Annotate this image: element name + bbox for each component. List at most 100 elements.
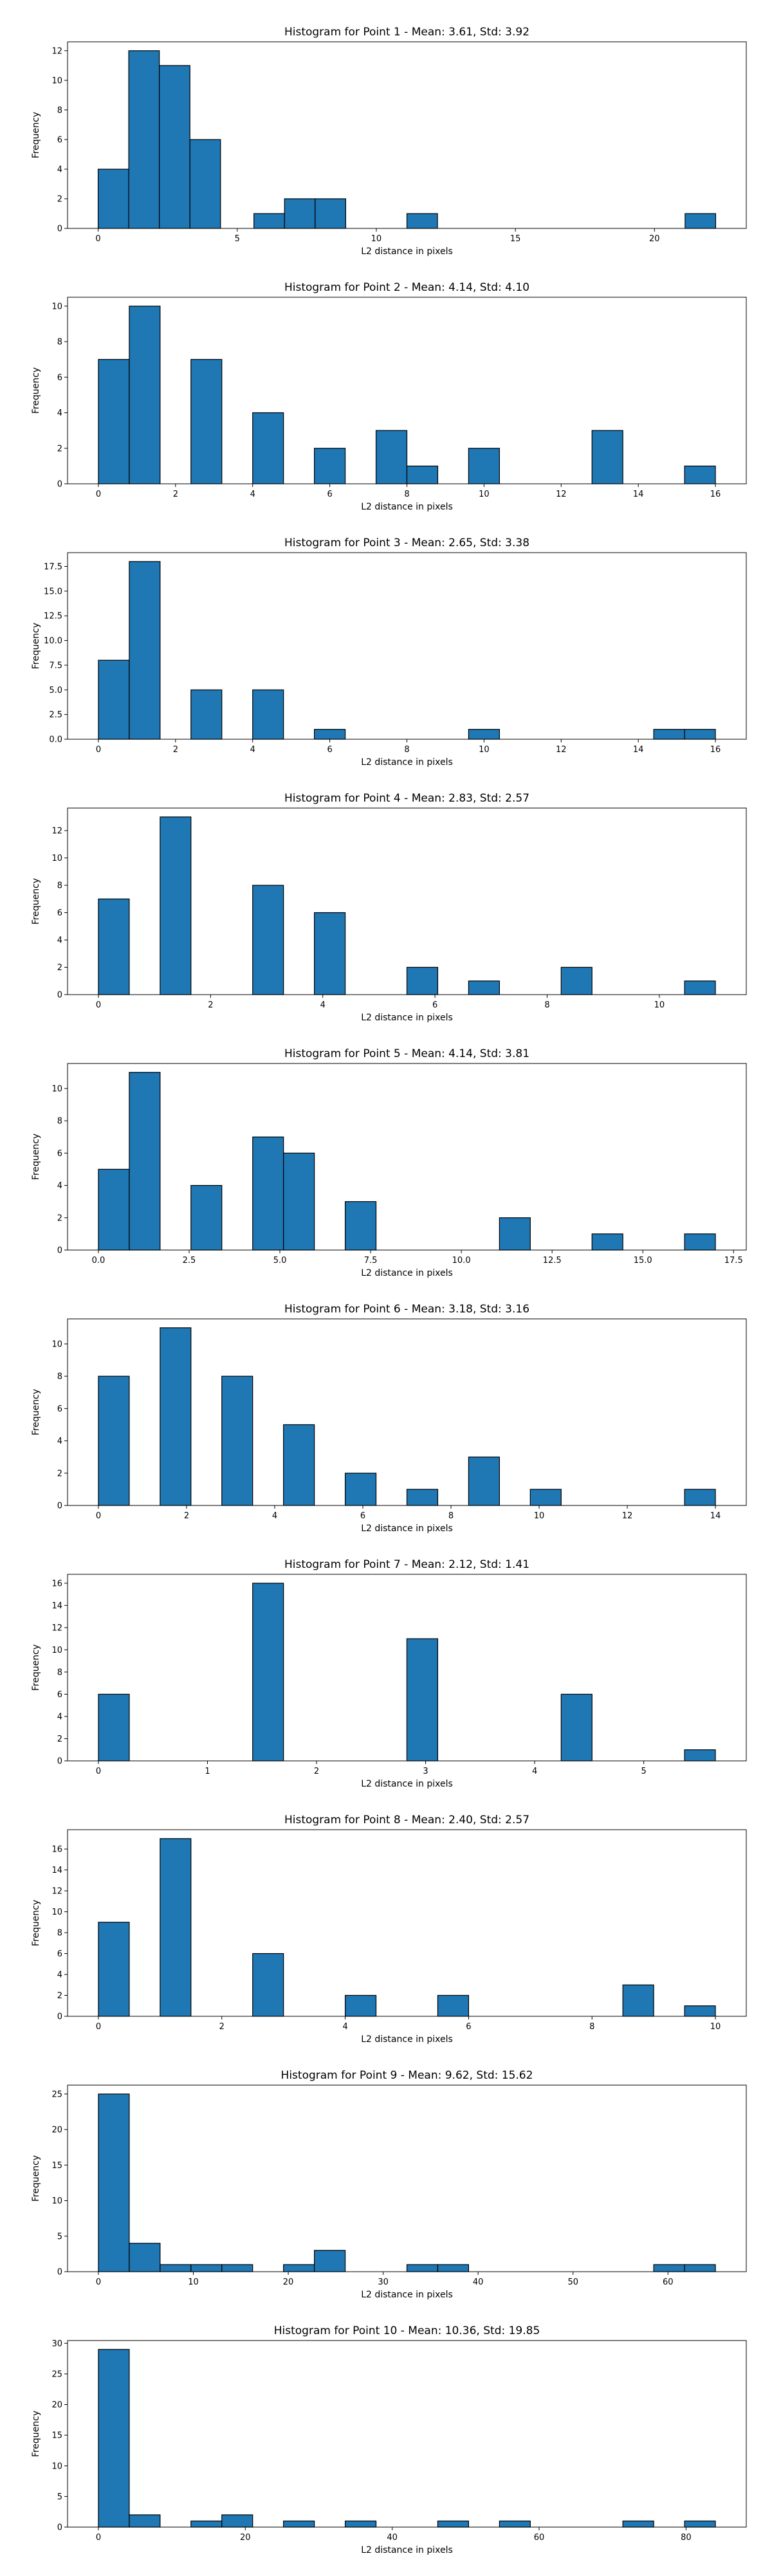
- plot-frame: [67, 1829, 747, 2017]
- y-tick-label: 2: [57, 1469, 62, 1478]
- x-axis-label: L2 distance in pixels: [361, 2545, 453, 2555]
- y-tick-label: 10: [51, 2196, 62, 2206]
- y-tick-label: 20: [51, 2400, 62, 2410]
- x-tick-label: 5: [235, 234, 240, 244]
- histogram-bar: [98, 1922, 130, 2017]
- x-tick-label: 2: [173, 745, 178, 755]
- y-tick-label: 14: [51, 1866, 62, 1875]
- x-axis-label: L2 distance in pixels: [361, 2290, 453, 2300]
- y-tick-label: 20: [51, 2126, 62, 2135]
- histogram-bar: [684, 1489, 716, 1506]
- x-tick-label: 4: [250, 490, 255, 499]
- x-tick-label: 6: [432, 1000, 437, 1010]
- histogram-bar: [160, 2264, 192, 2272]
- histogram-bar: [684, 980, 716, 995]
- x-tick-label: 2: [314, 1767, 319, 1776]
- y-axis-label: Frequency: [31, 2411, 41, 2457]
- y-tick-label: 0: [57, 2012, 62, 2022]
- x-axis-label: L2 distance in pixels: [361, 246, 453, 257]
- plot-frame: [67, 41, 747, 229]
- y-tick-label: 10: [51, 1646, 62, 1655]
- histogram-bar: [190, 1184, 223, 1251]
- histogram-bar: [221, 2264, 253, 2272]
- chart-title: Histogram for Point 6 - Mean: 3.18, Std:…: [284, 1303, 529, 1316]
- chart-panel-1: Histogram for Point 1 - Mean: 3.61, Std:…: [31, 26, 747, 257]
- histogram-bar: [344, 1201, 377, 1251]
- x-tick-label: 0: [96, 745, 101, 755]
- histogram-bar: [221, 2514, 253, 2528]
- y-axis-label: Frequency: [31, 1644, 41, 1691]
- x-tick-label: 8: [544, 1000, 549, 1010]
- histogram-bar: [98, 2093, 130, 2272]
- x-tick-label: 17.5: [724, 1256, 743, 1265]
- x-tick-label: 60: [663, 2277, 674, 2287]
- histogram-bar: [406, 465, 439, 484]
- y-tick-label: 12.5: [44, 612, 62, 621]
- histogram-bar: [98, 1375, 130, 1506]
- y-tick-label: 15: [51, 2161, 62, 2171]
- histogram-bar: [129, 2243, 161, 2272]
- histogram-bar: [684, 2264, 716, 2272]
- histogram-bar: [622, 1984, 654, 2017]
- y-tick-label: 6: [57, 1690, 62, 1700]
- y-tick-label: 5: [57, 2492, 62, 2502]
- y-tick-label: 0: [57, 480, 62, 490]
- y-tick-label: 2: [57, 1991, 62, 2001]
- histogram-bar: [314, 729, 346, 740]
- y-tick-label: 2.5: [49, 710, 62, 720]
- x-tick-label: 15.0: [634, 1256, 652, 1265]
- histogram-bar: [529, 1489, 562, 1506]
- y-tick-label: 10: [51, 302, 62, 311]
- y-tick-label: 30: [51, 2339, 62, 2349]
- x-tick-label: 2.5: [183, 1256, 196, 1265]
- plot-frame: [67, 2340, 747, 2528]
- histogram-bar: [653, 2264, 685, 2272]
- x-tick-label: 50: [567, 2277, 578, 2287]
- histogram-bar: [283, 1424, 315, 1506]
- histogram-bar: [97, 169, 129, 229]
- chart-panel-9: Histogram for Point 9 - Mean: 9.62, Std:…: [31, 2069, 747, 2300]
- histogram-bar: [468, 1457, 500, 1506]
- y-tick-label: 4: [57, 409, 62, 418]
- y-tick-label: 10.0: [44, 636, 62, 646]
- chart-panel-4: Histogram for Point 4 - Mean: 2.83, Std:…: [31, 792, 747, 1023]
- histogram-bar: [684, 2005, 716, 2017]
- histogram-bar: [684, 2520, 716, 2528]
- y-tick-label: 8: [57, 338, 62, 347]
- plot-frame: [67, 2084, 747, 2272]
- histogram-bar: [252, 885, 284, 995]
- x-axis-label: L2 distance in pixels: [361, 2034, 453, 2045]
- y-tick-label: 8: [57, 1372, 62, 1382]
- histogram-bar: [189, 139, 221, 229]
- y-tick-label: 6: [57, 1149, 62, 1159]
- x-tick-label: 2: [173, 490, 178, 499]
- y-tick-label: 4: [57, 1181, 62, 1191]
- y-tick-label: 0: [57, 1757, 62, 1767]
- x-tick-label: 10: [534, 1511, 545, 1521]
- x-tick-label: 6: [466, 2022, 471, 2032]
- chart-panel-2: Histogram for Point 2 - Mean: 4.14, Std:…: [31, 281, 747, 512]
- histogram-bar: [252, 1583, 284, 1762]
- histogram-bar: [499, 1217, 531, 1251]
- histogram-bar: [190, 359, 223, 484]
- y-axis-label: Frequency: [31, 1389, 41, 1435]
- x-tick-label: 12.5: [543, 1256, 562, 1265]
- x-tick-label: 20: [649, 234, 660, 244]
- histogram-bar: [160, 816, 192, 995]
- histogram-bar: [129, 306, 161, 484]
- y-tick-label: 15.0: [44, 587, 62, 596]
- y-tick-label: 10: [51, 76, 62, 86]
- y-tick-label: 17.5: [44, 562, 62, 572]
- histogram-bar: [221, 1375, 253, 1506]
- histogram-bar: [314, 2250, 346, 2272]
- y-tick-label: 10: [51, 2461, 62, 2471]
- y-tick-label: 6: [57, 908, 62, 918]
- histogram-bar: [98, 659, 130, 740]
- chart-title: Histogram for Point 4 - Mean: 2.83, Std:…: [284, 792, 529, 805]
- x-axis-label: L2 distance in pixels: [361, 1013, 453, 1023]
- histogram-bar: [190, 2520, 223, 2528]
- y-tick-label: 0: [57, 991, 62, 1000]
- y-tick-label: 10: [51, 854, 62, 863]
- chart-title: Histogram for Point 10 - Mean: 10.36, St…: [274, 2324, 540, 2337]
- y-axis-label: Frequency: [31, 623, 41, 669]
